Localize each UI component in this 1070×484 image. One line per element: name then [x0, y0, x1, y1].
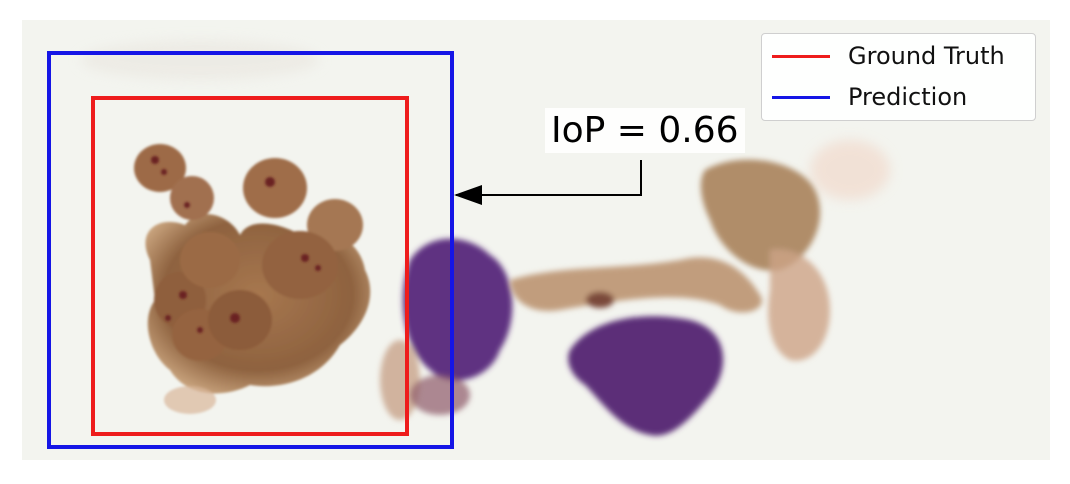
prediction-box	[47, 51, 454, 449]
nuclei	[151, 156, 321, 333]
legend-label-prediction: Prediction	[848, 83, 968, 111]
debris-strand	[510, 159, 830, 361]
background-haze	[80, 40, 890, 200]
ground-truth-swatch	[772, 54, 830, 58]
iop-arrow	[454, 160, 642, 205]
cell-cluster	[134, 144, 371, 414]
prediction-swatch	[772, 95, 830, 99]
legend: Ground Truth Prediction	[761, 33, 1036, 121]
legend-label-ground-truth: Ground Truth	[848, 42, 1005, 70]
ground-truth-box	[91, 96, 409, 436]
legend-item-ground-truth: Ground Truth	[772, 41, 1005, 71]
purple-stain	[380, 238, 724, 436]
iop-annotation: IoP = 0.66	[545, 108, 745, 153]
legend-item-prediction: Prediction	[772, 82, 967, 112]
